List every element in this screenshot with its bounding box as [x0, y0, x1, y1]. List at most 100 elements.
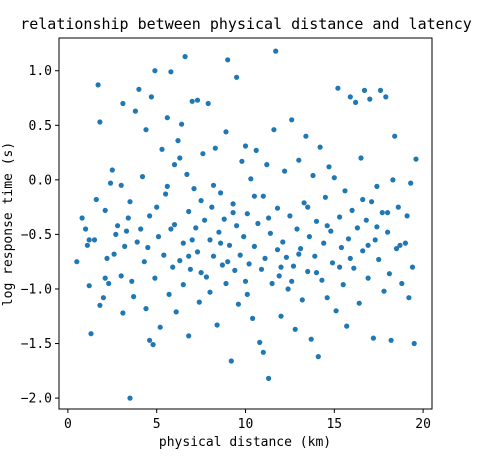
y-tick-label: −0.5	[21, 228, 52, 243]
data-point-94	[232, 267, 238, 273]
data-point-63	[184, 171, 190, 177]
data-point-228	[168, 226, 174, 232]
chart-title: relationship between physical distance a…	[20, 15, 472, 33]
data-point-62	[182, 54, 188, 60]
data-point-131	[292, 326, 298, 332]
data-point-81	[210, 253, 217, 259]
data-point-212	[143, 306, 149, 312]
data-point-43	[152, 68, 158, 74]
data-point-53	[170, 264, 176, 270]
data-point-27	[127, 395, 133, 401]
data-point-126	[283, 254, 289, 260]
data-point-182	[383, 94, 389, 100]
data-point-154	[333, 308, 339, 314]
data-point-213	[118, 182, 124, 188]
data-point-125	[282, 168, 288, 174]
data-point-141	[310, 172, 316, 179]
data-point-61	[180, 282, 186, 288]
data-point-140	[308, 336, 314, 342]
data-point-107	[251, 243, 257, 249]
data-point-104	[246, 261, 252, 267]
data-point-108	[253, 147, 259, 153]
data-point-218	[244, 291, 250, 297]
data-point-171	[363, 217, 369, 223]
data-point-4	[86, 283, 92, 289]
data-point-30	[132, 108, 138, 114]
data-point-205	[289, 278, 295, 284]
data-point-17	[111, 251, 117, 257]
data-point-86	[219, 262, 225, 268]
data-point-39	[147, 337, 153, 343]
data-point-215	[86, 237, 92, 243]
data-point-138	[305, 268, 311, 275]
data-point-14	[106, 280, 112, 287]
data-point-186	[390, 177, 396, 183]
data-point-28	[129, 278, 135, 284]
data-point-163	[349, 207, 355, 213]
x-tick-label: 0	[64, 417, 72, 432]
data-point-146	[319, 277, 325, 283]
data-point-49	[163, 191, 169, 197]
data-point-32	[136, 86, 142, 92]
data-point-95	[234, 74, 240, 80]
data-point-3	[84, 242, 90, 248]
data-point-132	[294, 226, 300, 232]
data-point-181	[381, 288, 387, 294]
data-point-56	[173, 309, 179, 315]
data-point-130	[290, 263, 297, 269]
data-point-55	[171, 162, 178, 168]
data-point-221	[296, 251, 302, 257]
data-point-161	[345, 236, 352, 242]
data-point-45	[155, 234, 162, 240]
data-point-92	[228, 358, 234, 364]
data-point-72	[196, 299, 202, 305]
y-tick-label: 0.0	[29, 173, 52, 188]
data-point-6	[91, 237, 98, 243]
data-point-47	[159, 146, 165, 152]
data-point-101	[242, 143, 249, 149]
data-point-153	[331, 175, 337, 181]
data-point-121	[274, 205, 281, 211]
data-point-109	[255, 220, 261, 227]
data-point-46	[157, 324, 163, 330]
data-point-54	[171, 222, 178, 228]
data-point-82	[212, 145, 218, 151]
data-point-15	[107, 180, 114, 186]
data-point-100	[241, 234, 247, 240]
data-point-79	[207, 289, 213, 295]
data-point-64	[186, 208, 192, 215]
data-point-188	[393, 246, 400, 252]
data-point-209	[360, 196, 366, 203]
data-point-184	[386, 271, 392, 277]
y-axis-label: log response time (s)	[1, 142, 16, 306]
data-point-124	[280, 239, 286, 245]
data-point-89	[223, 280, 229, 287]
data-point-156	[337, 214, 343, 220]
data-point-88	[223, 129, 229, 135]
data-point-179	[377, 87, 384, 93]
data-point-110	[257, 339, 263, 345]
data-point-29	[131, 294, 137, 300]
data-point-105	[248, 176, 254, 182]
data-point-202	[230, 210, 236, 216]
data-point-9	[97, 119, 103, 125]
x-tick-label: 15	[326, 417, 342, 432]
data-point-137	[303, 133, 309, 139]
data-point-175	[370, 335, 376, 341]
data-point-167	[356, 300, 362, 306]
data-point-217	[218, 240, 224, 246]
y-tick-label: 0.5	[29, 119, 52, 134]
data-point-31	[134, 239, 140, 245]
data-point-50	[164, 115, 170, 121]
data-point-20	[118, 273, 124, 279]
data-point-150	[326, 164, 332, 170]
data-point-102	[242, 278, 249, 284]
data-point-58	[177, 258, 183, 264]
data-point-193	[406, 295, 412, 301]
data-point-148	[322, 194, 328, 200]
data-point-97	[235, 301, 241, 307]
data-point-87	[221, 216, 227, 222]
data-point-160	[344, 323, 350, 329]
data-point-204	[274, 247, 281, 253]
